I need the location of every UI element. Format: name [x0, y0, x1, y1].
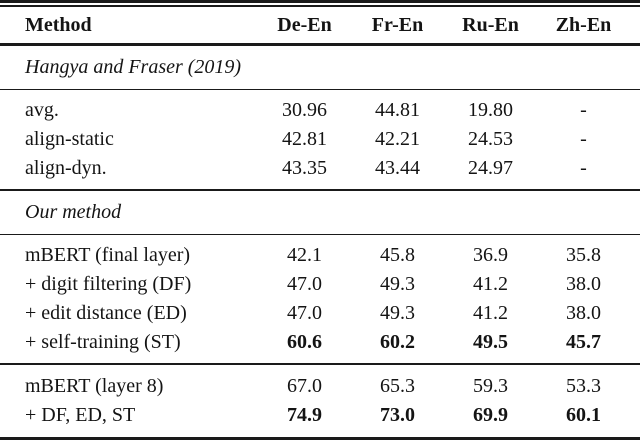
value-cell: 60.6 [287, 331, 322, 353]
our-method-final-layer-block: mBERT (final layer) 42.1 45.8 36.9 35.8 … [0, 235, 640, 363]
value-cell: 36.9 [473, 244, 508, 266]
section-label-text: Our method [25, 200, 122, 223]
value-cell: 43.44 [375, 157, 420, 179]
value-cell: 24.53 [468, 128, 513, 150]
section-rule [0, 233, 640, 235]
value-cell: 41.2 [473, 273, 508, 295]
table-row: + DF, ED, ST 74.9 73.0 69.9 60.1 [0, 401, 640, 430]
value-cell: 53.3 [566, 375, 601, 397]
section-rule [0, 363, 640, 365]
method-cell: avg. [25, 99, 59, 121]
method-cell: + digit filtering (DF) [25, 273, 192, 295]
value-cell: 24.97 [468, 157, 513, 179]
method-cell: align-static [25, 128, 114, 150]
col-header-zh-en: Zh-En [555, 13, 612, 36]
value-cell: 59.3 [473, 375, 508, 397]
value-cell: 49.3 [380, 273, 415, 295]
section-label-text: Hangya and Fraser (2019) [25, 55, 242, 78]
value-cell: 73.0 [380, 404, 415, 426]
value-cell: 30.96 [282, 99, 327, 121]
value-cell: 41.2 [473, 302, 508, 324]
value-cell: - [580, 128, 587, 150]
value-cell: 43.35 [282, 157, 327, 179]
col-header-fr-en: Fr-En [371, 13, 424, 36]
method-cell: + DF, ED, ST [25, 404, 136, 426]
method-cell: mBERT (final layer) [25, 244, 191, 266]
section-rule [0, 88, 640, 90]
value-cell: 45.8 [380, 244, 415, 266]
header-rule [0, 43, 640, 46]
table-header-row: Method De-En Fr-En Ru-En Zh-En [0, 7, 640, 43]
value-cell: 60.1 [566, 404, 601, 426]
table-row: + digit filtering (DF) 47.0 49.3 41.2 38… [0, 270, 640, 299]
value-cell: - [580, 157, 587, 179]
table-row: mBERT (layer 8) 67.0 65.3 59.3 53.3 [0, 372, 640, 401]
col-header-ru-en: Ru-En [462, 13, 519, 36]
value-cell: 67.0 [287, 375, 322, 397]
section-rule [0, 189, 640, 191]
value-cell: 60.2 [380, 331, 415, 353]
col-header-method: Method [25, 13, 92, 36]
method-cell: align-dyn. [25, 157, 107, 179]
top-rule-outer [0, 0, 640, 3]
value-cell: 44.81 [375, 99, 420, 121]
value-cell: 65.3 [380, 375, 415, 397]
hangya-rows-block: avg. 30.96 44.81 19.80 - align-static 42… [0, 90, 640, 189]
method-cell: + edit distance (ED) [25, 302, 187, 324]
method-cell: + self-training (ST) [25, 331, 181, 353]
section-label-hangya: Hangya and Fraser (2019) [0, 46, 640, 89]
value-cell: 35.8 [566, 244, 601, 266]
section-label-our-method: Our method [0, 191, 640, 234]
value-cell: 42.81 [282, 128, 327, 150]
value-cell: 74.9 [287, 404, 322, 426]
table-row: align-static 42.81 42.21 24.53 - [0, 125, 640, 154]
table-row: + self-training (ST) 60.6 60.2 49.5 45.7 [0, 328, 640, 357]
value-cell: 19.80 [468, 99, 513, 121]
value-cell: 47.0 [287, 302, 322, 324]
table-row: align-dyn. 43.35 43.44 24.97 - [0, 154, 640, 183]
value-cell: 69.9 [473, 404, 508, 426]
value-cell: 42.1 [287, 244, 322, 266]
our-method-layer8-block: mBERT (layer 8) 67.0 65.3 59.3 53.3 + DF… [0, 365, 640, 437]
value-cell: 47.0 [287, 273, 322, 295]
top-rule-inner [0, 5, 640, 7]
value-cell: 45.7 [566, 331, 601, 353]
value-cell: 49.5 [473, 331, 508, 353]
table-row: + edit distance (ED) 47.0 49.3 41.2 38.0 [0, 299, 640, 328]
table-row: mBERT (final layer) 42.1 45.8 36.9 35.8 [0, 241, 640, 270]
value-cell: - [580, 99, 587, 121]
value-cell: 38.0 [566, 302, 601, 324]
table-row: avg. 30.96 44.81 19.80 - [0, 96, 640, 125]
method-cell: mBERT (layer 8) [25, 375, 164, 397]
bottom-rule [0, 437, 640, 440]
value-cell: 49.3 [380, 302, 415, 324]
col-header-de-en: De-En [277, 13, 332, 36]
value-cell: 42.21 [375, 128, 420, 150]
value-cell: 38.0 [566, 273, 601, 295]
